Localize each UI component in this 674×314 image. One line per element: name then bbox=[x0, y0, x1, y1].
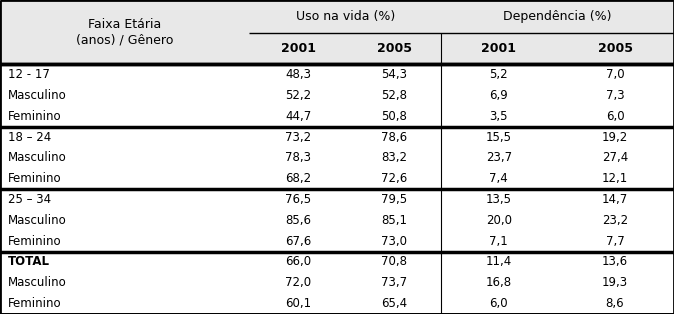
Text: 85,6: 85,6 bbox=[285, 214, 311, 227]
Text: 11,4: 11,4 bbox=[486, 256, 512, 268]
Text: 78,3: 78,3 bbox=[285, 151, 311, 165]
Text: 66,0: 66,0 bbox=[285, 256, 311, 268]
Text: 68,2: 68,2 bbox=[285, 172, 311, 185]
Text: 76,5: 76,5 bbox=[285, 193, 311, 206]
Text: 7,4: 7,4 bbox=[489, 172, 508, 185]
Text: Faixa Etária
(anos) / Gênero: Faixa Etária (anos) / Gênero bbox=[76, 18, 173, 46]
Text: 6,9: 6,9 bbox=[489, 89, 508, 102]
Text: 72,6: 72,6 bbox=[381, 172, 407, 185]
Text: Feminino: Feminino bbox=[8, 235, 62, 248]
Text: Feminino: Feminino bbox=[8, 172, 62, 185]
Text: 70,8: 70,8 bbox=[381, 256, 407, 268]
Text: 25 – 34: 25 – 34 bbox=[8, 193, 51, 206]
Text: 23,7: 23,7 bbox=[486, 151, 512, 165]
Text: 52,8: 52,8 bbox=[381, 89, 407, 102]
Text: Feminino: Feminino bbox=[8, 110, 62, 123]
Bar bbox=[0, 0, 674, 64]
Text: 7,7: 7,7 bbox=[606, 235, 624, 248]
Text: 13,5: 13,5 bbox=[486, 193, 512, 206]
Text: 48,3: 48,3 bbox=[285, 68, 311, 81]
Text: 83,2: 83,2 bbox=[381, 151, 407, 165]
Text: 2005: 2005 bbox=[377, 42, 412, 56]
Text: 65,4: 65,4 bbox=[381, 297, 407, 310]
Text: 12,1: 12,1 bbox=[602, 172, 628, 185]
Text: 18 – 24: 18 – 24 bbox=[8, 131, 51, 144]
Text: 7,3: 7,3 bbox=[606, 89, 624, 102]
Text: Feminino: Feminino bbox=[8, 297, 62, 310]
Text: 6,0: 6,0 bbox=[489, 297, 508, 310]
Text: Masculino: Masculino bbox=[8, 214, 67, 227]
Text: 67,6: 67,6 bbox=[285, 235, 311, 248]
Text: 7,1: 7,1 bbox=[489, 235, 508, 248]
Text: 85,1: 85,1 bbox=[381, 214, 407, 227]
Text: Masculino: Masculino bbox=[8, 276, 67, 289]
Text: 44,7: 44,7 bbox=[285, 110, 311, 123]
Text: 19,2: 19,2 bbox=[602, 131, 628, 144]
Text: 60,1: 60,1 bbox=[285, 297, 311, 310]
Text: Masculino: Masculino bbox=[8, 89, 67, 102]
Text: 72,0: 72,0 bbox=[285, 276, 311, 289]
Text: 14,7: 14,7 bbox=[602, 193, 628, 206]
Text: 73,7: 73,7 bbox=[381, 276, 407, 289]
Text: 12 - 17: 12 - 17 bbox=[8, 68, 50, 81]
Text: 15,5: 15,5 bbox=[486, 131, 512, 144]
Text: 78,6: 78,6 bbox=[381, 131, 407, 144]
Text: TOTAL: TOTAL bbox=[8, 256, 50, 268]
Text: 73,0: 73,0 bbox=[381, 235, 407, 248]
Text: 50,8: 50,8 bbox=[381, 110, 407, 123]
Text: 23,2: 23,2 bbox=[602, 214, 628, 227]
Text: Dependência (%): Dependência (%) bbox=[503, 10, 612, 23]
Text: 73,2: 73,2 bbox=[285, 131, 311, 144]
Text: 79,5: 79,5 bbox=[381, 193, 407, 206]
Text: 2001: 2001 bbox=[481, 42, 516, 56]
Text: 19,3: 19,3 bbox=[602, 276, 628, 289]
Text: 2005: 2005 bbox=[598, 42, 632, 56]
Text: 16,8: 16,8 bbox=[486, 276, 512, 289]
Text: Masculino: Masculino bbox=[8, 151, 67, 165]
Text: 7,0: 7,0 bbox=[606, 68, 624, 81]
Text: 5,2: 5,2 bbox=[489, 68, 508, 81]
Text: Uso na vida (%): Uso na vida (%) bbox=[296, 10, 395, 23]
Text: 3,5: 3,5 bbox=[489, 110, 508, 123]
Text: 13,6: 13,6 bbox=[602, 256, 628, 268]
Text: 27,4: 27,4 bbox=[602, 151, 628, 165]
Text: 52,2: 52,2 bbox=[285, 89, 311, 102]
Text: 6,0: 6,0 bbox=[606, 110, 624, 123]
Text: 8,6: 8,6 bbox=[606, 297, 624, 310]
Text: 2001: 2001 bbox=[281, 42, 315, 56]
Text: 54,3: 54,3 bbox=[381, 68, 407, 81]
Text: 20,0: 20,0 bbox=[486, 214, 512, 227]
